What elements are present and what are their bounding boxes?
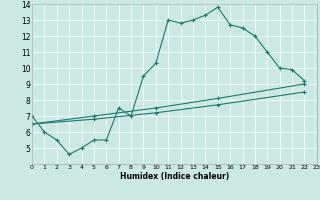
X-axis label: Humidex (Indice chaleur): Humidex (Indice chaleur) xyxy=(120,172,229,181)
